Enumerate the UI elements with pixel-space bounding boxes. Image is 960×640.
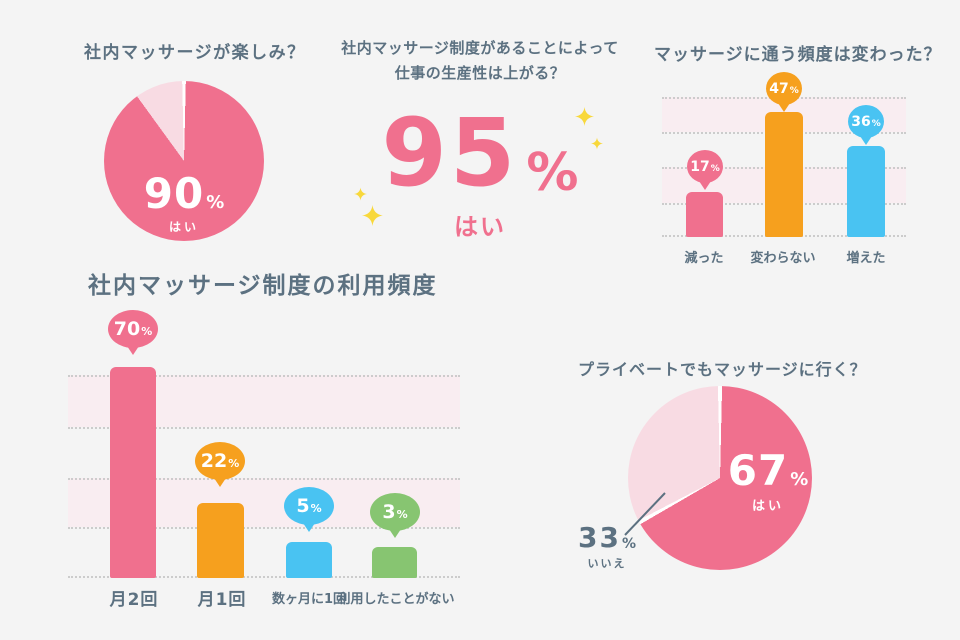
- gridline: [68, 375, 460, 377]
- bar-every-few-months: [286, 542, 332, 578]
- bubble-unit: %: [789, 85, 799, 96]
- bar-unchanged: [765, 112, 803, 237]
- bubble-unit: %: [310, 501, 322, 515]
- bubble-value: 17: [690, 158, 710, 175]
- anticipation-value: 90: [143, 169, 205, 218]
- bubble-value: 70: [113, 318, 141, 340]
- gridline: [68, 527, 460, 529]
- callout-unit: %: [621, 536, 636, 552]
- sparkle-icon: [354, 187, 367, 201]
- bubble-unit: %: [871, 118, 881, 129]
- productivity-answer: はい: [454, 213, 506, 241]
- gridline: [68, 576, 460, 578]
- callout-value: 33: [578, 521, 621, 554]
- xlabel-twice-a-month: 月2回: [109, 590, 159, 610]
- callout-answer: いいえ: [587, 557, 627, 570]
- bubble-unit: %: [141, 324, 153, 338]
- productivity-unit: %: [526, 142, 579, 203]
- anticipation-pie-label: 90% はい: [104, 173, 264, 235]
- bar-increased: [847, 146, 885, 237]
- bubble-value: 22: [200, 450, 228, 472]
- bubble-every-few-months: 5%: [284, 487, 334, 525]
- xlabel-unchanged: 変わらない: [750, 251, 816, 266]
- bubble-decreased: 17%: [687, 150, 723, 183]
- bubble-value: 36: [851, 113, 871, 130]
- xlabel-never-used: 利用したことがない: [337, 592, 455, 607]
- private-unit: %: [790, 469, 809, 490]
- bubble-unit: %: [396, 507, 408, 521]
- sparkle-icon: [362, 205, 383, 226]
- xlabel-decreased: 減った: [684, 251, 724, 266]
- anticipation-pie: 90% はい: [104, 81, 264, 241]
- bubble-value: 5: [296, 495, 310, 517]
- private-pie: 67% はい: [628, 386, 812, 570]
- bubble-unit: %: [228, 456, 240, 470]
- productivity-stat: 95%: [330, 99, 630, 208]
- bubble-twice-a-month: 70%: [108, 310, 158, 348]
- usage-frequency-title: 社内マッサージ制度の利用頻度: [88, 273, 438, 299]
- bar-twice-a-month: [110, 367, 156, 578]
- sparkle-icon: [575, 107, 594, 126]
- bubble-unchanged: 47%: [766, 72, 802, 105]
- bar-decreased: [686, 192, 723, 237]
- bubble-once-a-month: 22%: [195, 442, 245, 480]
- private-callout: 33% いいえ: [574, 524, 640, 571]
- productivity-title-line2: 仕事の生産性は上がる？: [394, 64, 566, 82]
- bubble-unit: %: [710, 163, 720, 174]
- frequency-change-title: マッサージに通う頻度は変わった？: [654, 45, 942, 65]
- gridline: [68, 478, 460, 480]
- private-value: 67: [727, 446, 789, 495]
- usage-frequency-plot: 70% 22% 5% 3% 月2回 月1回 数ヶ月に1回 利用したことがない: [68, 310, 460, 610]
- productivity-value: 95: [381, 99, 519, 208]
- bubble-increased: 36%: [848, 105, 884, 138]
- gridline: [68, 427, 460, 429]
- bar-never-used: [372, 547, 417, 578]
- anticipation-title: 社内マッサージが楽しみ？: [84, 43, 306, 63]
- bar-once-a-month: [197, 503, 244, 578]
- private-pie-title: プライベートでもマッサージに行く？: [578, 360, 867, 379]
- anticipation-answer: はい: [168, 220, 199, 234]
- bubble-value: 47: [769, 80, 789, 97]
- xlabel-every-few-months: 数ヶ月に1回: [271, 592, 347, 607]
- productivity-title-line1: 社内マッサージ制度があることによって: [341, 39, 619, 57]
- bubble-never-used: 3%: [370, 493, 420, 531]
- callout-leader-line: [624, 492, 666, 536]
- xlabel-increased: 増えた: [846, 251, 886, 266]
- frequency-change-plot: 17% 47% 36% 減った 変わらない 増えた: [662, 72, 906, 266]
- private-pie-label: 67% はい: [718, 446, 818, 515]
- sparkle-icon: [591, 137, 603, 150]
- bubble-value: 3: [382, 501, 396, 523]
- private-answer: はい: [751, 499, 784, 514]
- anticipation-unit: %: [206, 192, 225, 213]
- xlabel-once-a-month: 月1回: [197, 590, 247, 610]
